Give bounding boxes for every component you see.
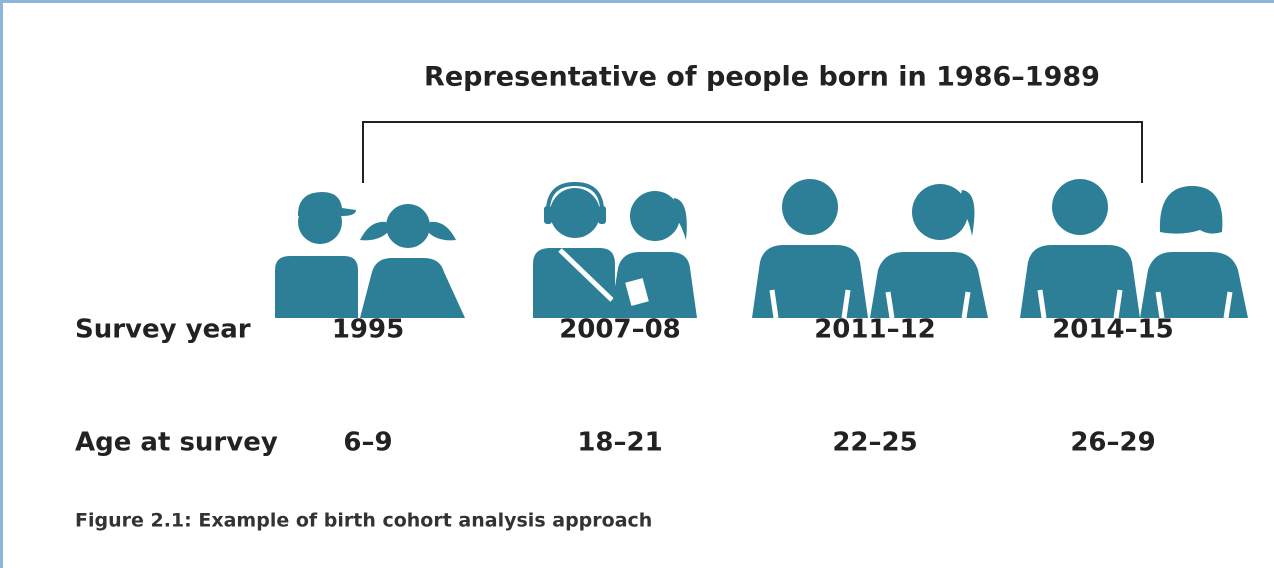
survey-year: 2011–12 (814, 315, 936, 345)
age: 6–9 (343, 428, 392, 458)
survey-year: 1995 (332, 315, 404, 345)
survey-year: 2014–15 (1052, 315, 1174, 345)
survey-year: 2007–08 (559, 315, 681, 345)
bracket (362, 121, 1143, 183)
caption: Figure 2.1: Example of birth cohort anal… (75, 510, 652, 532)
title: Representative of people born in 1986–19… (424, 62, 1100, 93)
age: 18–21 (577, 428, 662, 458)
cap (298, 192, 356, 216)
age: 26–29 (1070, 428, 1155, 458)
age: 22–25 (832, 428, 917, 458)
row-label: Survey year (75, 315, 251, 345)
row-label: Age at survey (75, 428, 278, 458)
figures (275, 179, 1248, 319)
